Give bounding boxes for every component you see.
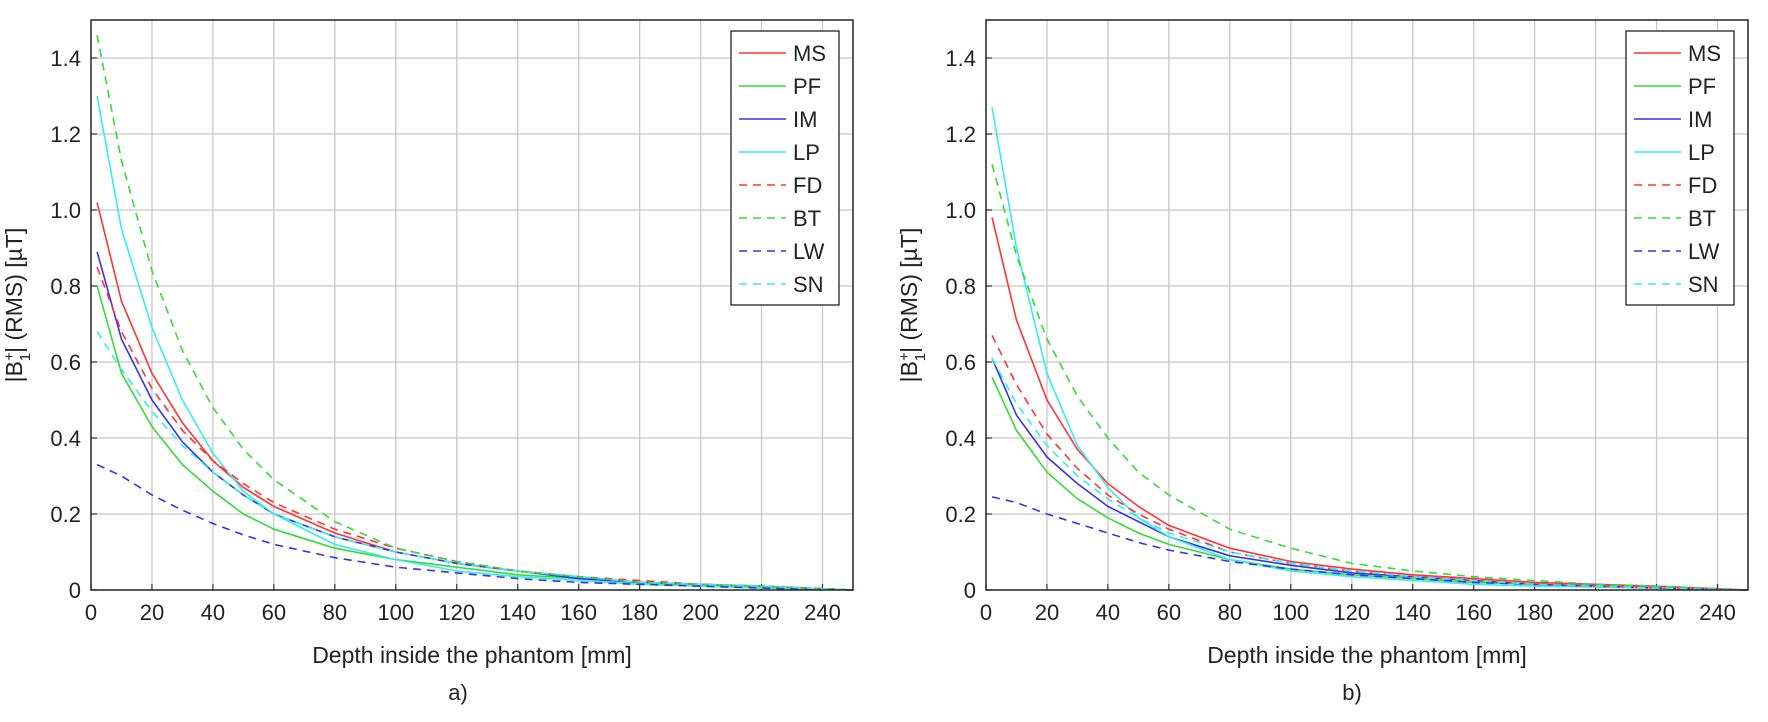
x-tick-label: 40 — [1096, 600, 1120, 625]
y-tick-label: 0.4 — [50, 426, 81, 451]
x-tick-label: 180 — [1516, 600, 1553, 625]
x-tick-label: 60 — [262, 600, 286, 625]
x-tick-label: 180 — [621, 600, 658, 625]
chart-panel-1: 0 20 40 60 80 100 120 140 160 180 200 220 240 0 0.2 0.4… — [1, 19, 854, 705]
x-tick-label: 80 — [1218, 600, 1242, 625]
legend-label-fd: FD — [793, 173, 822, 198]
y-tick-label: 1.2 — [945, 122, 976, 147]
panel-label: b) — [1342, 680, 1362, 705]
y-tick-label: 1.2 — [50, 122, 81, 147]
y-axis-label: |B+1| (RMS) [µT] — [1, 228, 34, 383]
x-tick-label: 20 — [140, 600, 164, 625]
legend-label-bt: BT — [793, 206, 821, 231]
x-tick-label: 0 — [85, 600, 97, 625]
series-line-fd — [991, 335, 1749, 591]
legend-box — [1625, 30, 1735, 306]
panel-label: a) — [448, 680, 468, 705]
y-tick-label: 0 — [69, 578, 81, 603]
legend-label-lw: LW — [793, 239, 825, 264]
y-tick-label: 0.6 — [50, 350, 81, 375]
x-axis-label: Depth inside the phantom [mm] — [1207, 642, 1527, 668]
y-tick-label: 0.2 — [50, 502, 81, 527]
y-tick-label: 1.0 — [945, 198, 976, 223]
y-axis-label: |B+1| (RMS) [µT] — [896, 228, 929, 383]
y-tick-label: 1.0 — [50, 198, 81, 223]
y-tick-label: 0 — [964, 578, 976, 603]
series-line-sn — [991, 357, 1749, 591]
series-line-sn — [96, 331, 854, 591]
legend-label-pf: PF — [793, 74, 821, 99]
series-line-bt — [991, 164, 1749, 591]
series-line-lp — [991, 107, 1749, 591]
y-tick-label: 1.4 — [50, 46, 81, 71]
series-line-lw — [991, 496, 1749, 591]
x-tick-label: 140 — [499, 600, 536, 625]
y-tick-label: 1.4 — [945, 46, 976, 71]
series-line-pf — [96, 285, 854, 591]
x-tick-label: 80 — [323, 600, 347, 625]
x-tick-label: 40 — [201, 600, 225, 625]
series-line-lw — [96, 463, 854, 591]
legend-label-ms: MS — [793, 41, 826, 66]
series-line-ms — [991, 217, 1749, 591]
legend-label-sn: SN — [1688, 272, 1719, 297]
x-tick-label: 200 — [682, 600, 719, 625]
x-tick-label: 20 — [1035, 600, 1059, 625]
x-tick-label: 220 — [1638, 600, 1675, 625]
legend-label-im: IM — [793, 107, 817, 132]
legend-label-lp: LP — [793, 140, 820, 165]
x-tick-label: 0 — [980, 600, 992, 625]
legend-label-im: IM — [1688, 107, 1712, 132]
series-line-bt — [96, 35, 854, 591]
chart-panel-2: 0 20 40 60 80 100 120 140 160 180 200 220 240 0 0.2 0.4… — [896, 19, 1749, 705]
legend: MS PF IM LP FD BT LW SN — [730, 30, 840, 306]
x-tick-label: 100 — [1272, 600, 1309, 625]
legend-label-sn: SN — [793, 272, 824, 297]
x-tick-label: 200 — [1577, 600, 1614, 625]
plot-frame — [90, 19, 854, 591]
legend-box — [730, 30, 840, 306]
x-tick-label: 120 — [438, 600, 475, 625]
x-tick-label: 60 — [1157, 600, 1181, 625]
x-tick-label: 140 — [1394, 600, 1431, 625]
x-tick-label: 160 — [560, 600, 597, 625]
x-tick-label: 120 — [1333, 600, 1370, 625]
legend: MS PF IM LP FD BT LW SN — [1625, 30, 1735, 306]
legend-label-fd: FD — [1688, 173, 1717, 198]
x-tick-label: 240 — [1699, 600, 1736, 625]
series-line-fd — [96, 266, 854, 591]
y-tick-label: 0.4 — [945, 426, 976, 451]
y-tick-label: 0.2 — [945, 502, 976, 527]
legend-label-lp: LP — [1688, 140, 1715, 165]
x-tick-label: 240 — [804, 600, 841, 625]
plot-frame — [985, 19, 1749, 591]
y-tick-label: 0.8 — [50, 274, 81, 299]
y-tick-label: 0.8 — [945, 274, 976, 299]
legend-label-bt: BT — [1688, 206, 1716, 231]
x-tick-label: 100 — [377, 600, 414, 625]
x-axis-label: Depth inside the phantom [mm] — [312, 642, 632, 668]
x-tick-label: 160 — [1455, 600, 1492, 625]
series-line-im — [991, 357, 1749, 591]
legend-label-ms: MS — [1688, 41, 1721, 66]
x-tick-label: 220 — [743, 600, 780, 625]
legend-label-pf: PF — [1688, 74, 1716, 99]
legend-label-lw: LW — [1688, 239, 1720, 264]
y-tick-label: 0.6 — [945, 350, 976, 375]
